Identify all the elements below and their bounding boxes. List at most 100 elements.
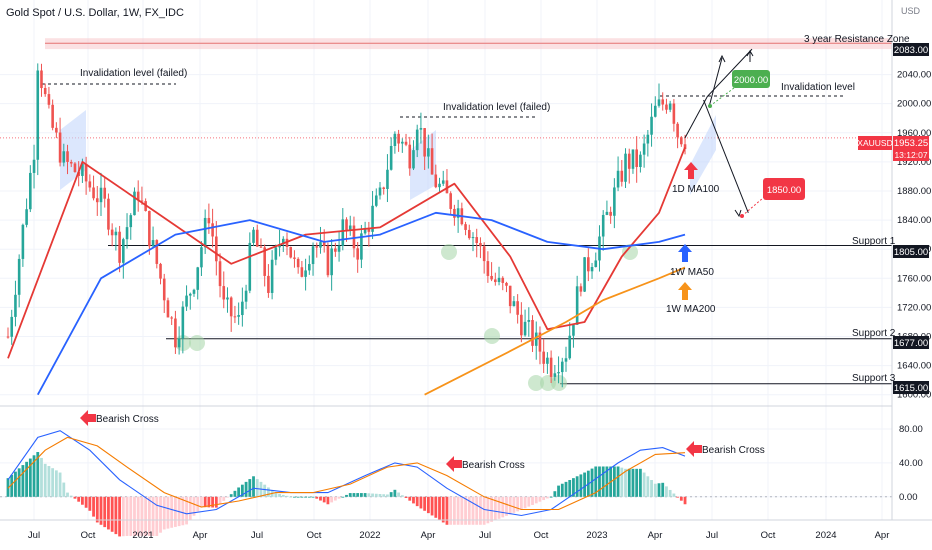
candle-body[interactable]	[575, 286, 579, 325]
candle-body[interactable]	[25, 209, 28, 225]
candle-body[interactable]	[512, 301, 516, 307]
candle-body[interactable]	[166, 300, 170, 318]
candle-body[interactable]	[211, 223, 214, 237]
candle-body[interactable]	[412, 150, 415, 169]
candle-body[interactable]	[520, 314, 523, 336]
candle-body[interactable]	[531, 319, 534, 346]
candle-body[interactable]	[553, 373, 557, 377]
candle-body[interactable]	[605, 211, 609, 215]
candle-body[interactable]	[579, 286, 583, 292]
candle-body[interactable]	[430, 148, 434, 175]
candle-body[interactable]	[549, 357, 553, 377]
candle-body[interactable]	[162, 278, 166, 301]
candle-body[interactable]	[408, 144, 412, 169]
candle-body[interactable]	[557, 372, 560, 374]
candle-body[interactable]	[114, 231, 118, 236]
candle-body[interactable]	[36, 70, 40, 160]
candle-body[interactable]	[315, 246, 319, 248]
candle-body[interactable]	[308, 264, 311, 271]
candle-body[interactable]	[244, 290, 248, 302]
candle-body[interactable]	[84, 163, 88, 182]
candle-body[interactable]	[352, 225, 356, 249]
candle-body[interactable]	[140, 200, 144, 202]
candle-body[interactable]	[471, 237, 475, 239]
candle-body[interactable]	[657, 99, 661, 106]
candle-body[interactable]	[337, 245, 341, 252]
candle-body[interactable]	[427, 148, 430, 157]
candle-body[interactable]	[482, 246, 486, 262]
candle-body[interactable]	[177, 338, 181, 348]
candle-body[interactable]	[568, 335, 572, 359]
candle-body[interactable]	[293, 257, 296, 259]
candle-body[interactable]	[501, 277, 505, 283]
candle-body[interactable]	[222, 286, 226, 300]
candle-body[interactable]	[360, 233, 363, 260]
candle-body[interactable]	[404, 141, 408, 145]
candle-body[interactable]	[17, 258, 21, 295]
candle-body[interactable]	[32, 159, 36, 173]
candle-body[interactable]	[538, 332, 542, 352]
candle-body[interactable]	[456, 208, 460, 218]
candle-body[interactable]	[185, 295, 188, 307]
candle-body[interactable]	[263, 247, 266, 276]
candle-body[interactable]	[624, 153, 627, 182]
candle-body[interactable]	[155, 240, 159, 264]
candle-body[interactable]	[289, 246, 293, 258]
candle-body[interactable]	[136, 191, 140, 201]
candle-body[interactable]	[546, 357, 549, 364]
candle-body[interactable]	[95, 198, 99, 203]
candle-body[interactable]	[345, 219, 348, 231]
candle-body[interactable]	[14, 294, 17, 317]
candle-body[interactable]	[300, 267, 304, 277]
candle-body[interactable]	[534, 332, 538, 346]
candle-body[interactable]	[99, 187, 103, 203]
candle-body[interactable]	[40, 70, 43, 89]
candle-body[interactable]	[453, 208, 456, 218]
candle-body[interactable]	[62, 151, 66, 163]
candle-body[interactable]	[174, 318, 177, 348]
candle-body[interactable]	[252, 229, 255, 243]
candle-body[interactable]	[378, 187, 382, 196]
candle-body[interactable]	[215, 236, 218, 262]
candle-body[interactable]	[311, 246, 315, 265]
candle-body[interactable]	[363, 227, 367, 234]
candle-body[interactable]	[642, 143, 646, 155]
candle-body[interactable]	[296, 258, 300, 268]
candle-body[interactable]	[148, 210, 151, 247]
candle-body[interactable]	[665, 104, 668, 110]
candle-body[interactable]	[6, 336, 10, 338]
candle-body[interactable]	[620, 170, 624, 182]
candle-body[interactable]	[635, 149, 638, 168]
candle-body[interactable]	[334, 248, 337, 252]
candle-body[interactable]	[497, 277, 501, 283]
candle-body[interactable]	[683, 144, 687, 150]
candle-body[interactable]	[516, 301, 519, 315]
candle-body[interactable]	[304, 270, 307, 277]
candle-body[interactable]	[92, 187, 95, 199]
candle-body[interactable]	[523, 321, 527, 336]
candle-body[interactable]	[125, 227, 129, 240]
candle-body[interactable]	[341, 219, 345, 246]
candle-body[interactable]	[560, 361, 564, 373]
candle-body[interactable]	[583, 257, 586, 292]
candle-body[interactable]	[319, 242, 322, 248]
candle-body[interactable]	[613, 187, 616, 216]
candle-body[interactable]	[322, 242, 326, 246]
candle-body[interactable]	[88, 181, 92, 188]
candle-body[interactable]	[680, 137, 683, 145]
candle-body[interactable]	[233, 316, 237, 318]
candle-body[interactable]	[66, 151, 69, 162]
candle-body[interactable]	[274, 247, 278, 260]
candle-body[interactable]	[10, 316, 14, 337]
candle-body[interactable]	[330, 248, 333, 276]
candle-body[interactable]	[441, 180, 445, 184]
candle-body[interactable]	[590, 267, 594, 272]
candle-body[interactable]	[229, 297, 233, 317]
candle-body[interactable]	[627, 153, 631, 169]
candle-body[interactable]	[58, 132, 62, 163]
candle-body[interactable]	[196, 267, 200, 290]
candle-body[interactable]	[475, 237, 479, 244]
candle-body[interactable]	[259, 246, 263, 248]
candle-body[interactable]	[192, 289, 196, 294]
candle-body[interactable]	[438, 183, 441, 188]
